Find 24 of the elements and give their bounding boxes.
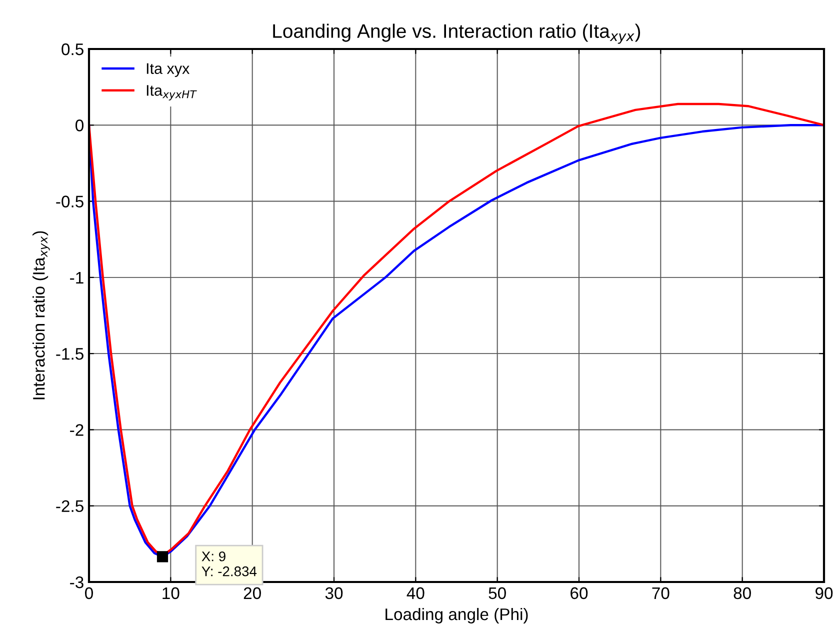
x-tick-label: 40 — [406, 587, 424, 600]
x-tick-label: 30 — [325, 587, 343, 600]
y-tick-label: -1 — [70, 272, 84, 284]
x-tick-label: 90 — [816, 587, 833, 600]
y-tick-label: -2 — [70, 424, 84, 436]
legend-label: Ita$_{xyxHT}$ — [146, 85, 197, 100]
x-tick-label: 70 — [652, 587, 670, 600]
legend-label: Ita xyx — [146, 63, 190, 77]
y-tick-label: -3 — [70, 576, 84, 588]
annotation: X: 9 Y: -2.834 — [202, 551, 257, 576]
y-tick-label: -2.5 — [56, 500, 84, 512]
x-tick-label: 80 — [734, 587, 751, 600]
y-tick-label: 0.5 — [62, 43, 84, 56]
chart-title: Loanding Angle vs. Interaction ratio (Ita$_{xyx}$) — [273, 24, 640, 44]
x-tick-label: 0 — [85, 587, 93, 600]
y-tick-label: 0 — [76, 120, 84, 132]
x-axis-title: Loading angle (Phi) — [386, 608, 528, 624]
y-tick-label: -0.5 — [56, 196, 84, 208]
x-tick-label: 60 — [570, 587, 588, 600]
x-tick-label: 10 — [162, 587, 180, 600]
y-tick-label: -1.5 — [56, 348, 84, 360]
x-tick-label: 20 — [244, 587, 261, 600]
y-axis-title: Interaction ratio (Ita$_{xyx}$) — [32, 231, 50, 400]
x-tick-label: 50 — [488, 587, 506, 600]
